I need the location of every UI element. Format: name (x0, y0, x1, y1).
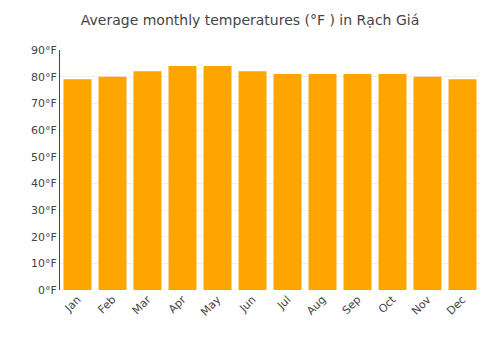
svg-text:Jan: Jan (62, 293, 84, 315)
svg-text:10°F: 10°F (31, 257, 57, 270)
svg-text:Mar: Mar (130, 293, 154, 317)
svg-text:Nov: Nov (409, 293, 434, 318)
svg-text:May: May (198, 293, 224, 319)
svg-text:Average monthly temperatures (: Average monthly temperatures (°F ) in Rạ… (81, 12, 419, 28)
svg-text:30°F: 30°F (31, 204, 57, 217)
svg-text:40°F: 40°F (31, 177, 57, 190)
svg-text:0°F: 0°F (38, 284, 57, 297)
svg-text:Aug: Aug (304, 293, 328, 317)
svg-text:20°F: 20°F (31, 231, 57, 244)
svg-text:Jun: Jun (236, 293, 258, 315)
svg-text:70°F: 70°F (31, 97, 57, 110)
svg-text:Apr: Apr (166, 293, 189, 316)
svg-text:Jul: Jul (274, 293, 293, 312)
svg-text:60°F: 60°F (31, 124, 57, 137)
svg-text:80°F: 80°F (31, 71, 57, 84)
svg-text:Sep: Sep (340, 293, 364, 317)
svg-text:Dec: Dec (444, 293, 468, 317)
svg-text:50°F: 50°F (31, 151, 57, 164)
svg-text:Feb: Feb (96, 293, 119, 316)
svg-text:90°F: 90°F (31, 44, 57, 57)
svg-text:Oct: Oct (376, 293, 399, 316)
